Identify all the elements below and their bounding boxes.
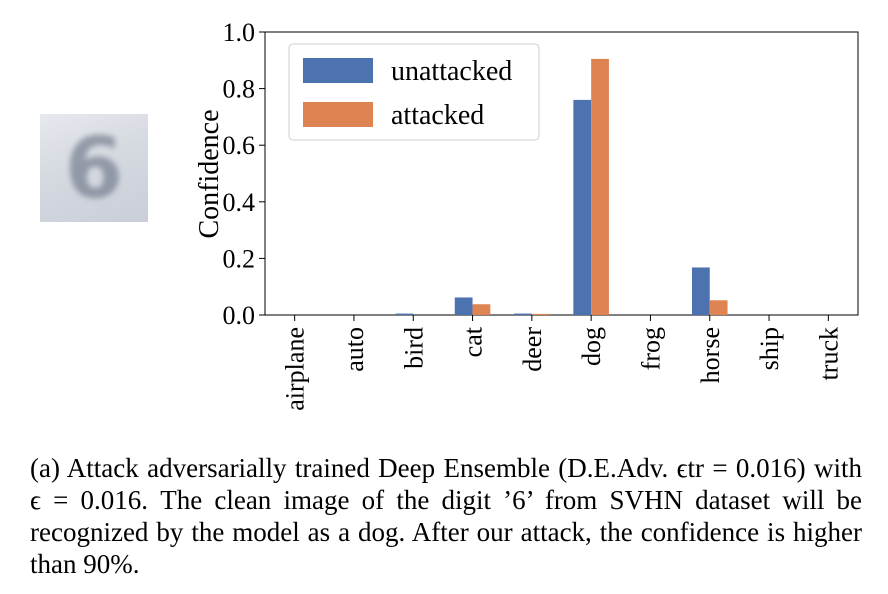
svhn-digit-image: 6 [40, 114, 148, 222]
y-tick-label: 0.8 [223, 75, 256, 104]
legend: unattacked attacked [288, 43, 540, 141]
x-tick-label-deer: deer [518, 327, 547, 372]
legend-label-attacked: attacked [391, 100, 484, 131]
bar-unattacked-cat [454, 297, 473, 315]
axes: 0.0 0.2 0.4 0.6 0.8 1.0 Confidence airplane auto… [194, 18, 859, 411]
bar-attacked-horse [709, 300, 728, 315]
bar-unattacked-deer [514, 313, 532, 315]
y-tick-label: 0.4 [223, 188, 256, 217]
legend-label-unattacked: unattacked [391, 56, 512, 87]
legend-swatch-unattacked [303, 58, 373, 83]
plot-frame [264, 31, 859, 316]
bar-attacked-cat [472, 304, 491, 315]
x-tick-label-horse: horse [696, 327, 725, 383]
bar-unattacked-horse [691, 267, 710, 315]
x-tick-label-dog: dog [577, 327, 606, 366]
bar-unattacked-bird [395, 313, 414, 315]
bar-attacked-dog [591, 58, 609, 315]
figure-caption: (a) Attack adversarially trained Deep En… [30, 453, 862, 579]
y-axis-label: Confidence [194, 109, 225, 238]
bar-unattacked-dog [573, 99, 592, 315]
x-tick-label-ship: ship [755, 327, 784, 370]
legend-swatch-attacked [303, 102, 373, 127]
bar-attacked-deer [531, 313, 550, 315]
y-tick-label: 1.0 [223, 18, 256, 47]
x-tick-label-truck: truck [814, 327, 843, 380]
x-tick-label-airplane: airplane [281, 327, 310, 411]
x-tick-label-cat: cat [459, 326, 488, 357]
digit-glyph: 6 [64, 119, 124, 217]
x-tick-label-bird: bird [399, 327, 428, 369]
x-tick-label-frog: frog [636, 327, 665, 370]
bar-chart: 0.0 0.2 0.4 0.6 0.8 1.0 Confidence airplane auto… [194, 18, 859, 411]
bars [395, 58, 728, 315]
x-tick-label-auto: auto [340, 327, 369, 372]
y-tick-label: 0.0 [223, 301, 256, 330]
y-tick-label: 0.2 [223, 244, 256, 273]
y-tick-label: 0.6 [223, 131, 256, 160]
